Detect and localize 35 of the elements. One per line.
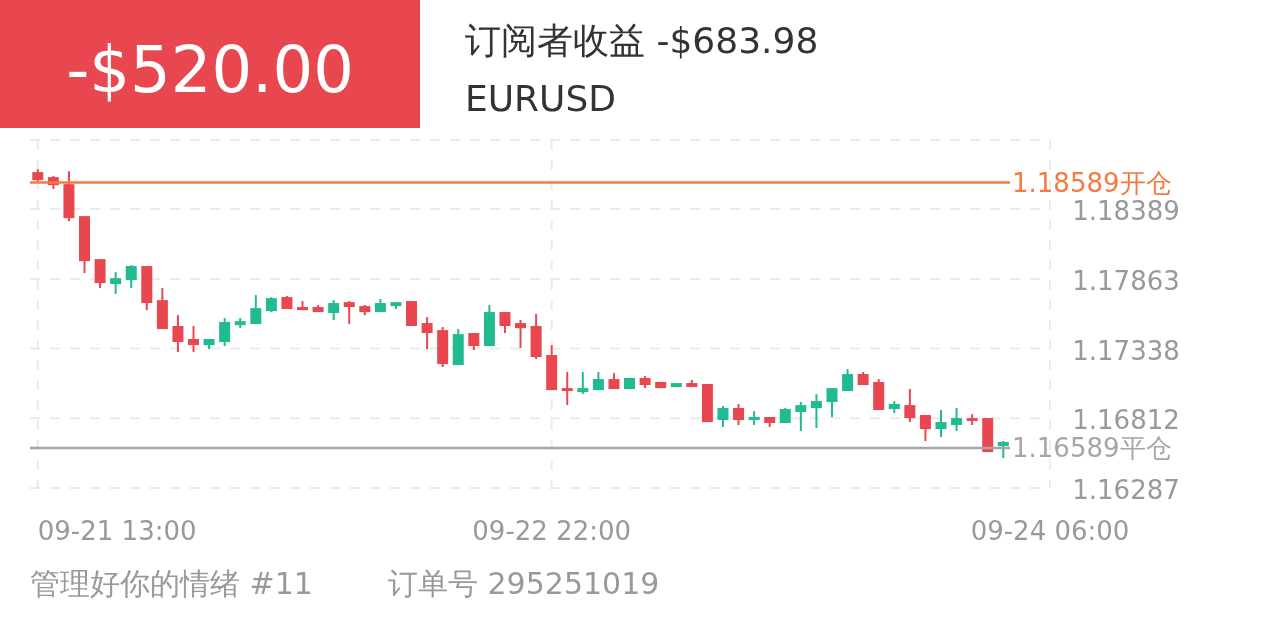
candlestick	[919, 414, 931, 443]
candlestick	[951, 407, 963, 433]
text: 订单号 295251019	[388, 565, 660, 601]
candlestick	[250, 294, 262, 326]
candlestick	[561, 371, 573, 407]
candlestick	[343, 300, 355, 326]
x-tick-label: 09-24 06:00	[970, 516, 1130, 546]
candlestick	[110, 271, 122, 296]
chart-subtitle: EURUSD	[465, 77, 617, 119]
candlestick	[904, 388, 916, 424]
chart-title: 订阅者收益 -$683.98	[465, 19, 819, 61]
y-tick-label: 1.16287	[1072, 475, 1180, 505]
candlestick	[826, 387, 838, 419]
text: -$520.00	[66, 33, 354, 107]
candlestick	[219, 317, 231, 348]
candlestick	[188, 325, 200, 354]
candlestick	[125, 264, 137, 290]
y-tick-label: 1.17338	[1072, 335, 1180, 366]
candlestick	[328, 299, 340, 322]
candlestick	[717, 405, 729, 428]
candlestick	[172, 314, 184, 354]
x-tick-label: 09-22 22:00	[472, 516, 632, 546]
candlestick	[515, 319, 527, 350]
x-tick-label: 09-21 13:00	[37, 516, 197, 546]
y-tick-label: 1.17863	[1072, 265, 1180, 296]
candlestick	[499, 311, 511, 335]
candlestick	[810, 393, 822, 430]
y-tick-label: 1.18389	[1072, 196, 1180, 227]
candlestick	[421, 316, 433, 351]
candlestick	[577, 371, 589, 396]
text: 管理好你的情绪 #11	[30, 565, 313, 601]
candlestick	[733, 403, 745, 426]
candlestick	[795, 401, 807, 433]
candlestick	[935, 408, 947, 439]
ref-line-label: 1.18589开仓	[1012, 167, 1172, 198]
